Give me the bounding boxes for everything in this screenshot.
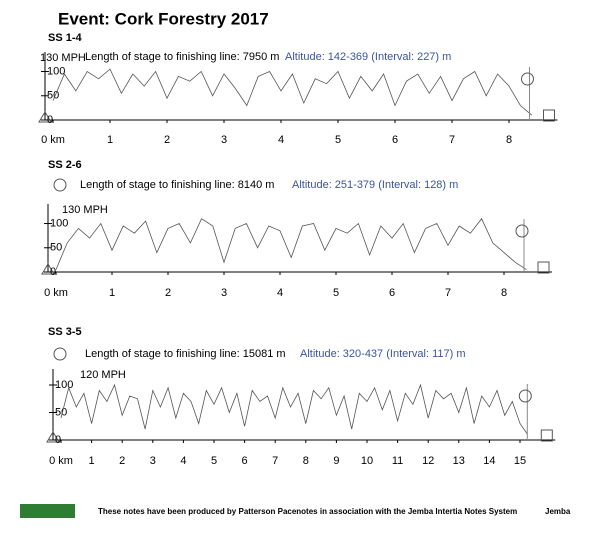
y-tick-label: 100	[50, 217, 68, 229]
x-tick-label: 1	[89, 455, 95, 467]
stage-title: SS 3-5	[48, 326, 82, 338]
x-tick-label: 0 km	[44, 287, 68, 299]
y-tick-label: 0	[50, 266, 56, 278]
speed-line	[52, 68, 533, 116]
footer-brand: Jemba	[545, 507, 571, 516]
x-tick-label: 7	[272, 455, 278, 467]
logo	[20, 504, 75, 518]
x-tick-label: 6	[392, 134, 398, 146]
end-box	[543, 109, 555, 122]
stage-length: Length of stage to finishing line: 8140 …	[80, 179, 274, 191]
x-tick-label: 15	[514, 455, 526, 467]
finish-marker	[521, 72, 534, 86]
x-tick-label: 5	[335, 134, 341, 146]
speed-line	[55, 217, 527, 270]
x-tick-label: 1	[107, 134, 113, 146]
x-tick-label: 5	[333, 287, 339, 299]
y-tick-label: 50	[50, 242, 62, 254]
speed-line	[60, 383, 528, 435]
stage-title: SS 2-6	[48, 159, 82, 171]
x-tick-label: 10	[361, 455, 373, 467]
x-tick-label: 3	[221, 134, 227, 146]
x-tick-label: 1	[109, 287, 115, 299]
x-tick-label: 7	[449, 134, 455, 146]
x-tick-label: 2	[119, 455, 125, 467]
x-tick-label: 8	[303, 455, 309, 467]
x-tick-label: 2	[164, 134, 170, 146]
x-tick-label: 4	[180, 455, 186, 467]
stage-length: Length of stage to finishing line: 15081…	[85, 348, 286, 360]
stage-altitude: Altitude: 142-369 (Interval: 227) m	[285, 51, 451, 63]
axis-triangle	[41, 263, 55, 275]
x-tick-label: 11	[392, 455, 403, 467]
max-speed: 130 MPH	[62, 204, 108, 216]
x-tick-label: 0 km	[49, 455, 73, 467]
y-tick-label: 50	[55, 406, 67, 418]
x-tick-label: 4	[278, 134, 284, 146]
finish-marker	[515, 224, 529, 238]
x-tick-label: 3	[221, 287, 227, 299]
end-box	[537, 261, 550, 274]
y-tick-label: 100	[55, 379, 73, 391]
axis-triangle	[38, 111, 52, 123]
x-tick-label: 0 km	[41, 134, 65, 146]
x-tick-label: 3	[150, 455, 156, 467]
end-box	[540, 429, 553, 442]
x-tick-label: 8	[501, 287, 507, 299]
max-speed: 130 MPH	[40, 52, 86, 64]
page-title: Event: Cork Forestry 2017	[58, 9, 269, 28]
stage-length: Length of stage to finishing line: 7950 …	[85, 51, 279, 63]
y-tick-label: 0	[47, 114, 53, 126]
x-tick-label: 4	[277, 287, 283, 299]
stage-altitude: Altitude: 251-379 (Interval: 128) m	[292, 179, 458, 191]
x-tick-label: 2	[165, 287, 171, 299]
x-tick-label: 9	[333, 455, 339, 467]
finish-marker	[518, 389, 532, 403]
stage-title: SS 1-4	[48, 32, 83, 44]
x-tick-label: 8	[506, 134, 512, 146]
select-circle	[53, 347, 67, 361]
y-tick-label: 100	[47, 65, 65, 77]
x-tick-label: 14	[483, 455, 495, 467]
axis-triangle	[46, 431, 60, 443]
select-circle	[53, 178, 67, 192]
x-tick-label: 12	[422, 455, 434, 467]
footer-text: These notes have been produced by Patter…	[98, 507, 517, 516]
stage-altitude: Altitude: 320-437 (Interval: 117) m	[300, 348, 466, 360]
x-tick-label: 6	[242, 455, 248, 467]
x-tick-label: 13	[453, 455, 465, 467]
y-tick-label: 0	[55, 434, 61, 446]
x-tick-label: 6	[389, 287, 395, 299]
x-tick-label: 5	[211, 455, 217, 467]
x-tick-label: 7	[445, 287, 451, 299]
max-speed: 120 MPH	[80, 369, 126, 381]
